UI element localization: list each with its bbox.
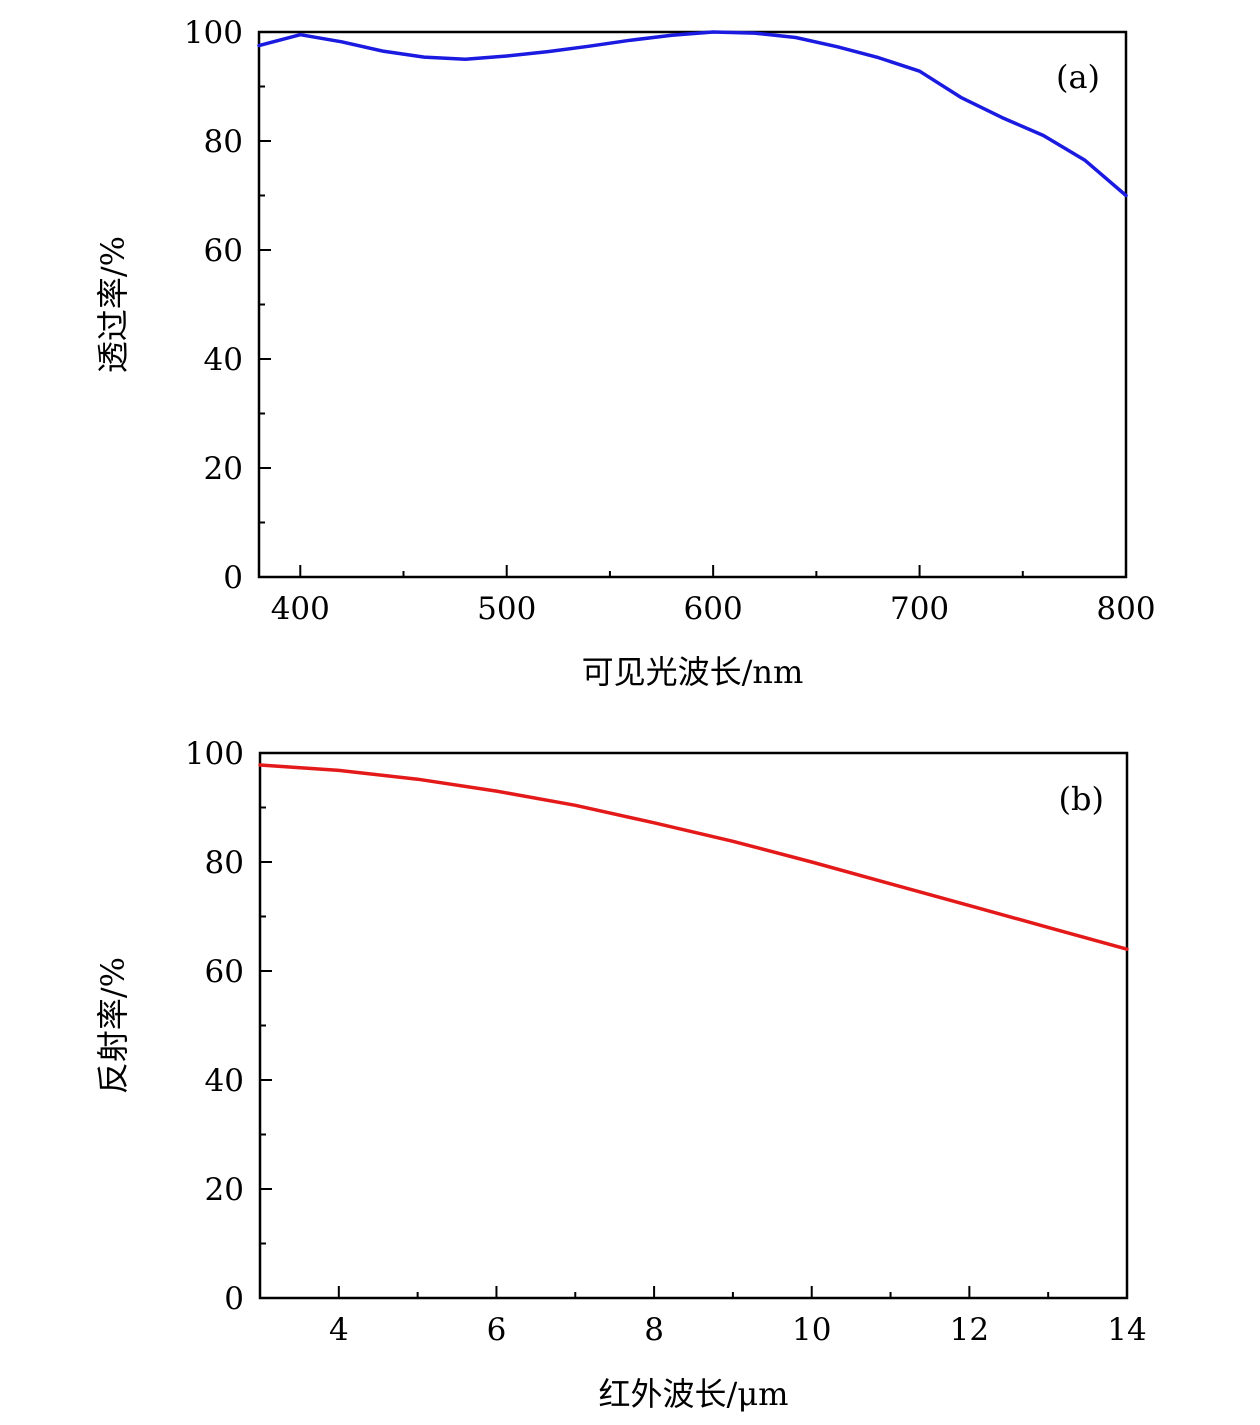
panel-a-tick-labels: 400 500 600 700 800 0 20 40 60 80 100 — [184, 15, 1156, 627]
y-tick-label: 100 — [185, 736, 244, 772]
panel-a-x-axis-title: 可见光波长/nm — [582, 653, 804, 691]
panel-b-x-axis-title: 红外波长/μm — [599, 1375, 789, 1413]
panel-a-y-axis-title: 透过率/% — [94, 236, 132, 373]
y-tick-label: 80 — [205, 845, 244, 881]
y-tick-label: 60 — [205, 954, 244, 990]
x-tick-label: 14 — [1107, 1312, 1146, 1348]
y-tick-label: 0 — [224, 1281, 244, 1317]
y-tick-label: 40 — [204, 342, 243, 378]
x-tick-label: 600 — [684, 591, 743, 627]
y-tick-label: 0 — [223, 560, 243, 596]
y-tick-label: 100 — [184, 15, 243, 51]
y-tick-label: 40 — [205, 1063, 244, 1099]
panel-a-label: (a) — [1056, 58, 1100, 96]
panel-a-series-layer — [257, 30, 1128, 198]
panel-b-label: (b) — [1059, 780, 1104, 818]
panel-b-ticks — [260, 752, 1128, 1299]
x-tick-label: 800 — [1096, 591, 1155, 627]
x-tick-label: 12 — [950, 1312, 989, 1348]
x-tick-label: 500 — [477, 591, 536, 627]
y-tick-label: 20 — [204, 451, 243, 487]
x-tick-label: 10 — [792, 1312, 831, 1348]
x-tick-label: 4 — [329, 1312, 349, 1348]
panel-b-tick-labels: 4 6 8 10 12 14 0 20 40 60 80 100 — [185, 736, 1147, 1348]
x-tick-label: 400 — [271, 591, 330, 627]
panel-b-chart: 4 6 8 10 12 14 0 20 40 60 80 100 (b) 红外波长/μm 反射率/% — [94, 736, 1147, 1413]
y-tick-label: 80 — [204, 124, 243, 160]
y-tick-label: 60 — [204, 233, 243, 269]
series-line — [258, 763, 1129, 951]
panel-a-chart: 400 500 600 700 800 0 20 40 60 80 100 (a) 可见光波长/nm… — [94, 15, 1156, 691]
x-tick-label: 700 — [890, 591, 949, 627]
y-tick-label: 20 — [205, 1172, 244, 1208]
panel-b-y-axis-title: 反射率/% — [94, 957, 132, 1094]
x-tick-label: 6 — [487, 1312, 507, 1348]
panel-b-series-layer — [258, 763, 1129, 951]
x-tick-label: 8 — [644, 1312, 664, 1348]
panel-a-ticks — [259, 31, 1127, 578]
panel-b-plot-frame — [258, 751, 1129, 1300]
series-line — [257, 30, 1128, 198]
